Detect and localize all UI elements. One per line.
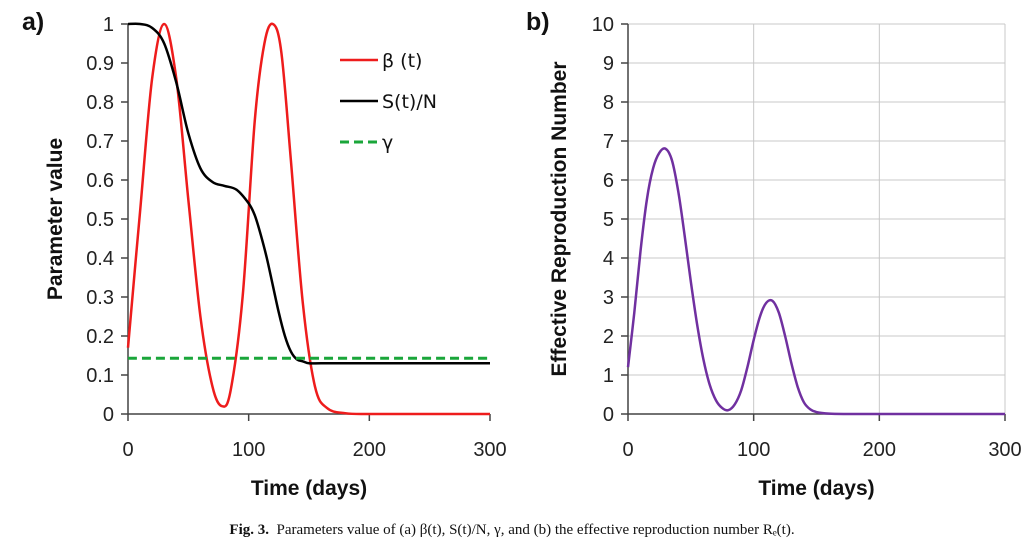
x-tick-label: 0 bbox=[622, 439, 633, 461]
chart-panel-a: 0 0.1 0.2 0.3 0.4 0.5 0.6 0.7 0.8 0.9 1 0 100 200 300 T… bbox=[22, 8, 507, 500]
series-line-2 bbox=[127, 22, 490, 365]
x-tick-label: 200 bbox=[863, 439, 896, 461]
y-tick-label: 0.4 bbox=[86, 248, 114, 270]
y-tick-label: 7 bbox=[603, 131, 614, 153]
legend-label: γ bbox=[382, 132, 393, 154]
y-tick-label: 1 bbox=[603, 365, 614, 387]
panel-label: a) bbox=[22, 8, 44, 36]
figure-canvas: 00.10.20.30.40.50.60.70.80.910 100 200 300T… bbox=[22, 8, 1022, 500]
y-tick-label: 6 bbox=[603, 170, 614, 192]
y-tick-label: 0.1 bbox=[86, 365, 114, 387]
x-tick-label: 300 bbox=[473, 439, 506, 461]
x-tick-label: 100 bbox=[737, 439, 770, 461]
legend-label: β (t) bbox=[382, 50, 422, 72]
y-tick-label: 9 bbox=[603, 53, 614, 75]
caption-label: Fig. 3. bbox=[229, 522, 270, 538]
y-tick-label: 5 bbox=[603, 209, 614, 231]
y-axis-label: Effective Reproduction Number bbox=[548, 61, 571, 376]
x-tick-label: 300 bbox=[988, 439, 1021, 461]
y-tick-label: 0.5 bbox=[86, 209, 114, 231]
y-tick-label: 1 bbox=[103, 14, 114, 36]
series-line-1 bbox=[626, 147, 1005, 416]
y-tick-label: 0.7 bbox=[86, 131, 114, 153]
series-line-1 bbox=[126, 22, 490, 416]
y-tick-label: 0.2 bbox=[86, 326, 114, 348]
y-tick-label: 0.3 bbox=[86, 287, 114, 309]
figure-caption: Fig. 3. Parameters value of (a) β(t), S(… bbox=[0, 522, 1024, 539]
panel-label: b) bbox=[526, 8, 550, 36]
x-axis-label: Time (days) bbox=[251, 477, 367, 500]
y-tick-label: 2 bbox=[603, 326, 614, 348]
x-tick-label: 0 bbox=[122, 439, 133, 461]
y-tick-label: 4 bbox=[603, 248, 614, 270]
x-tick-label: 100 bbox=[232, 439, 265, 461]
y-tick-label: 0 bbox=[603, 404, 614, 426]
y-tick-label: 10 bbox=[592, 14, 614, 36]
y-axis-label: Parameter value bbox=[44, 138, 67, 300]
y-tick-label: 0 bbox=[103, 404, 114, 426]
y-tick-label: 8 bbox=[603, 92, 614, 114]
legend-label: S(t)/N bbox=[382, 91, 437, 113]
y-tick-label: 3 bbox=[603, 287, 614, 309]
y-tick-label: 0.6 bbox=[86, 170, 114, 192]
x-axis-label: Time (days) bbox=[758, 477, 874, 500]
x-tick-label: 200 bbox=[353, 439, 386, 461]
y-tick-label: 0.9 bbox=[86, 53, 114, 75]
caption-text: Parameters value of (a) β(t), S(t)/N, γ,… bbox=[276, 522, 795, 538]
y-tick-label: 0.8 bbox=[86, 92, 114, 114]
